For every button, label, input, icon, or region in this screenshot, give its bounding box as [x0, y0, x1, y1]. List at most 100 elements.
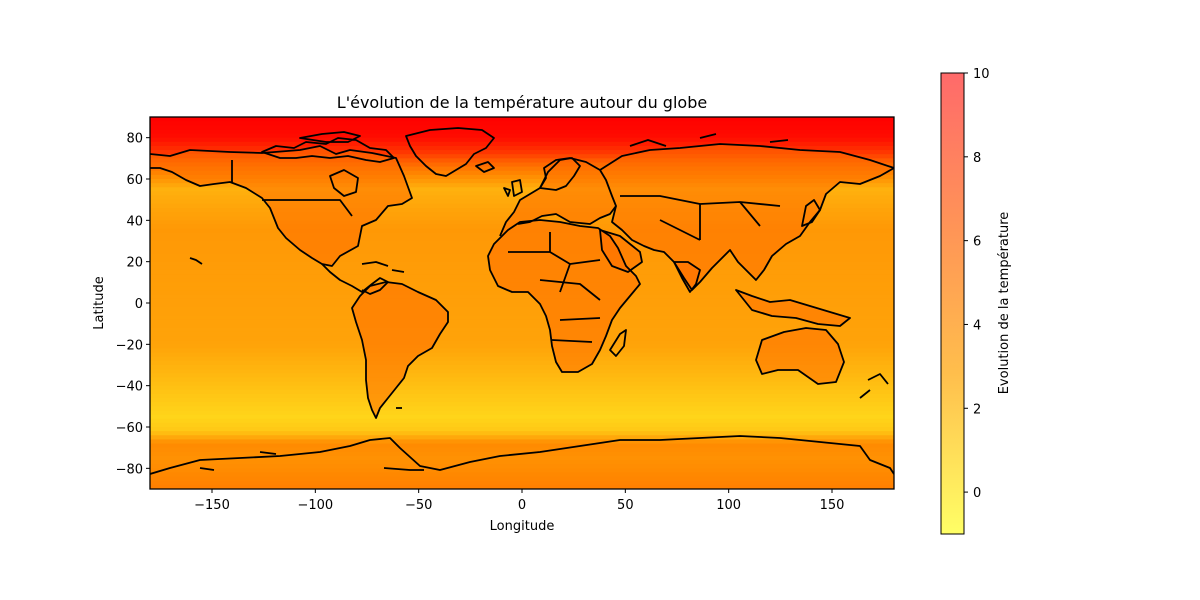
- field-band: [150, 298, 894, 304]
- field-band: [150, 336, 894, 341]
- field-band: [150, 154, 894, 159]
- coast-new-zealand: [859, 373, 889, 399]
- field-band: [150, 352, 894, 358]
- coast-central-america: [321, 263, 389, 295]
- field-band: [150, 158, 894, 164]
- field-band: [150, 360, 894, 366]
- field-band: [150, 121, 894, 126]
- field-band: [150, 369, 894, 374]
- y-tick-label: −60: [116, 421, 143, 436]
- field-band: [150, 435, 894, 440]
- field-band: [150, 389, 894, 395]
- colorbar-gradient: [940, 72, 965, 535]
- y-tick-label: −20: [116, 338, 143, 353]
- field-band: [150, 476, 894, 482]
- coast-antarctic-islands: [199, 451, 424, 471]
- field-band: [150, 468, 894, 474]
- field-band: [150, 344, 894, 350]
- coast-caribbean: [361, 261, 405, 273]
- field-band: [150, 356, 894, 362]
- field-band: [150, 170, 894, 176]
- colorbar-tick-label: 4: [973, 318, 981, 333]
- coast-australia: [755, 327, 845, 385]
- field-band: [150, 307, 894, 312]
- field-band: [150, 183, 894, 188]
- coast-arabia: [599, 229, 643, 273]
- colorbar: 0 2 4 6 8 10 Evolution de la température: [940, 67, 1012, 535]
- coast-southeast-asia: [735, 289, 851, 327]
- field-band: [150, 340, 894, 345]
- y-axis: −80 −60 −40 −20 0 20 40 60 80: [116, 132, 150, 477]
- field-band: [150, 398, 894, 403]
- field-band: [150, 162, 894, 168]
- field-band: [150, 137, 894, 143]
- coast-europe-land-fill: [500, 158, 616, 236]
- coast-south-america-land-fill: [352, 282, 448, 418]
- field-band: [150, 410, 894, 416]
- y-tick-label: 60: [126, 173, 143, 188]
- coast-india: [673, 261, 701, 293]
- x-tick-label: −150: [194, 498, 230, 513]
- y-tick-label: −40: [116, 380, 143, 395]
- x-axis: −150 −100 −50 0 50 100 150: [194, 489, 844, 513]
- colorbar-tick-label: 8: [973, 151, 981, 166]
- coast-british-isles: [503, 179, 523, 197]
- field-band: [150, 414, 894, 420]
- coastlines: [150, 127, 894, 475]
- field-band: [150, 406, 894, 412]
- field-band: [150, 179, 894, 184]
- colorbar-ticks: 0 2 4 6 8 10: [964, 67, 990, 501]
- temperature-field: [150, 117, 894, 489]
- field-band: [150, 427, 894, 432]
- y-tick-label: 0: [135, 297, 143, 312]
- y-tick-label: −80: [116, 462, 143, 477]
- field-band: [150, 484, 894, 489]
- field-band: [150, 125, 894, 130]
- coast-antarctica: [150, 435, 894, 475]
- coast-canada-inland: [231, 160, 353, 217]
- field-band: [150, 348, 894, 354]
- colorbar-label: Evolution de la température: [997, 212, 1012, 395]
- y-axis-label: Latitude: [92, 276, 107, 330]
- field-band: [150, 150, 894, 155]
- field-band: [150, 133, 894, 139]
- x-tick-label: −50: [405, 498, 432, 513]
- coast-asia-land-fill: [600, 144, 894, 290]
- field-band: [150, 294, 894, 300]
- y-tick-label: 40: [126, 214, 143, 229]
- map-axes: [149, 116, 895, 490]
- x-tick-label: 150: [820, 498, 845, 513]
- coast-asia: [599, 143, 894, 291]
- field-band: [150, 311, 894, 316]
- chart-title: L'évolution de la température autour du …: [337, 93, 707, 112]
- field-band: [150, 315, 894, 321]
- field-band: [150, 385, 894, 391]
- field-band: [150, 402, 894, 407]
- y-tick-label: 80: [126, 132, 143, 147]
- colorbar-tick-label: 6: [973, 235, 981, 250]
- coast-scandinavia: [539, 157, 581, 191]
- field-band: [150, 480, 894, 486]
- coast-arabia-land-fill: [600, 230, 642, 272]
- coast-iceland: [475, 161, 495, 173]
- x-tick-label: 50: [617, 498, 634, 513]
- x-tick-label: 100: [716, 498, 741, 513]
- field-band: [150, 472, 894, 478]
- field-band: [150, 365, 894, 370]
- coast-japan: [801, 199, 821, 227]
- coast-arctic-islands: [261, 131, 395, 163]
- coast-madagascar: [609, 329, 627, 357]
- field-band: [150, 145, 894, 151]
- field-band: [150, 381, 894, 387]
- coast-africa-land-fill: [488, 220, 640, 372]
- field-band: [150, 327, 894, 333]
- y-tick-label: 20: [126, 256, 143, 271]
- coast-greenland: [405, 127, 495, 177]
- field-band: [150, 439, 894, 445]
- field-band: [150, 166, 894, 172]
- field-band: [150, 191, 894, 197]
- field-band: [150, 393, 894, 399]
- field-band: [150, 303, 894, 308]
- field-band: [150, 331, 894, 337]
